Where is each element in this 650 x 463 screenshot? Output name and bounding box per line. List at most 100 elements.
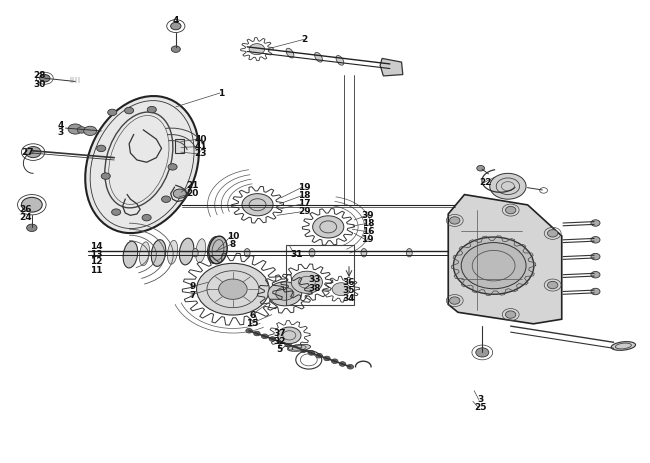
Ellipse shape (315, 52, 322, 62)
Circle shape (506, 206, 516, 214)
Text: 3: 3 (57, 128, 64, 137)
Circle shape (476, 165, 484, 171)
Circle shape (292, 345, 299, 350)
Text: 23: 23 (194, 150, 207, 158)
Circle shape (254, 331, 260, 336)
Circle shape (308, 350, 315, 355)
Text: 11: 11 (90, 266, 103, 275)
Ellipse shape (151, 240, 166, 266)
Text: 26: 26 (19, 205, 32, 214)
Ellipse shape (611, 342, 636, 350)
Circle shape (249, 44, 265, 55)
Text: 3: 3 (478, 395, 484, 404)
Ellipse shape (207, 237, 222, 263)
Circle shape (172, 46, 180, 52)
Text: 13: 13 (90, 250, 103, 259)
Text: 14: 14 (90, 242, 103, 251)
Ellipse shape (179, 238, 194, 265)
Text: 19: 19 (361, 235, 374, 244)
Text: 27: 27 (21, 148, 34, 156)
Ellipse shape (244, 249, 250, 257)
Text: 21: 21 (187, 181, 199, 190)
Circle shape (101, 173, 111, 179)
Circle shape (332, 359, 338, 363)
Circle shape (261, 334, 268, 338)
Circle shape (125, 107, 134, 114)
Ellipse shape (139, 242, 150, 266)
Circle shape (277, 339, 283, 344)
Ellipse shape (196, 239, 206, 263)
Text: 19: 19 (298, 183, 311, 192)
Circle shape (84, 126, 97, 136)
Text: 4: 4 (57, 121, 64, 130)
Ellipse shape (309, 249, 315, 257)
Ellipse shape (361, 249, 367, 257)
Text: 29: 29 (298, 207, 311, 216)
Circle shape (168, 163, 177, 170)
Circle shape (68, 124, 83, 134)
Circle shape (173, 189, 186, 198)
Text: 39: 39 (361, 211, 374, 220)
Text: 35: 35 (342, 286, 355, 295)
Circle shape (97, 145, 106, 152)
Circle shape (77, 127, 86, 133)
Circle shape (21, 197, 42, 212)
Text: 25: 25 (474, 403, 487, 413)
Circle shape (347, 364, 354, 369)
Circle shape (268, 282, 302, 306)
Circle shape (591, 271, 600, 278)
Text: 22: 22 (480, 178, 492, 187)
Circle shape (218, 279, 247, 300)
Text: 12: 12 (90, 257, 103, 267)
Text: 40: 40 (194, 135, 207, 144)
Text: 9: 9 (190, 282, 196, 291)
Text: 1: 1 (218, 88, 224, 98)
Circle shape (242, 194, 273, 216)
Text: 15: 15 (246, 319, 259, 328)
Text: 16: 16 (361, 227, 374, 236)
Text: 18: 18 (361, 219, 374, 228)
Circle shape (108, 109, 117, 116)
Text: 32: 32 (274, 337, 286, 346)
Circle shape (196, 263, 269, 315)
Circle shape (489, 173, 526, 199)
Circle shape (591, 253, 600, 260)
Circle shape (291, 271, 322, 294)
Circle shape (27, 224, 37, 232)
Ellipse shape (336, 56, 344, 65)
Text: 30: 30 (33, 80, 46, 89)
Text: 7: 7 (190, 291, 196, 300)
Text: 41: 41 (194, 142, 207, 151)
Circle shape (285, 342, 291, 347)
Ellipse shape (123, 241, 138, 268)
Circle shape (462, 243, 526, 289)
Bar (286, 245, 354, 306)
Ellipse shape (209, 236, 228, 264)
Ellipse shape (85, 96, 199, 233)
Circle shape (313, 216, 344, 238)
Text: 4: 4 (173, 16, 179, 25)
Circle shape (547, 230, 558, 237)
Circle shape (450, 217, 460, 224)
Text: 31: 31 (290, 250, 303, 259)
Circle shape (148, 106, 157, 113)
Circle shape (40, 75, 50, 82)
Circle shape (476, 348, 489, 357)
Text: 5: 5 (276, 345, 283, 354)
Text: 17: 17 (298, 199, 311, 208)
Text: 28: 28 (33, 71, 46, 80)
Circle shape (591, 288, 600, 295)
Circle shape (547, 282, 558, 289)
Circle shape (112, 209, 121, 215)
Circle shape (278, 327, 301, 344)
Circle shape (506, 311, 516, 318)
Circle shape (450, 297, 460, 304)
Polygon shape (380, 58, 403, 76)
Circle shape (142, 214, 151, 221)
Circle shape (454, 237, 534, 294)
Circle shape (332, 283, 350, 296)
Text: 20: 20 (187, 189, 199, 198)
Text: 33: 33 (308, 275, 321, 284)
Text: 36: 36 (342, 278, 355, 287)
Ellipse shape (168, 240, 177, 264)
